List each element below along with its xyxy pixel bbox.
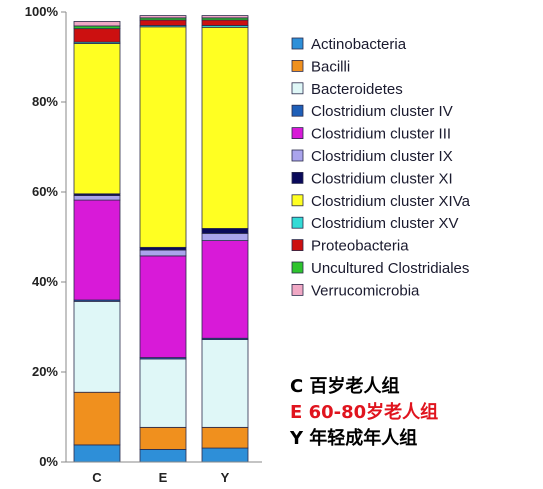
segment-actinobacteria [139,448,187,463]
segment-clostridium-cluster-ix [201,232,249,241]
segment-proteobacteria [73,28,121,43]
legend-item: Uncultured Clostridiales [291,260,469,277]
legend-item: Clostridium cluster IX [291,148,453,165]
legend-label: Proteobacteria [311,238,409,255]
legend-swatch [291,261,304,274]
legend-label: Clostridium cluster IV [311,103,453,120]
segment-clostridium-cluster-xiva [201,26,249,229]
legend-item: Bacilli [291,58,350,75]
segment-bacteroidetes [201,339,249,428]
x-tick-label: Y [221,470,230,485]
legend-item: Proteobacteria [291,238,409,255]
y-tick-label: 80% [32,94,58,109]
y-tick-label: 40% [32,274,58,289]
y-tick-label: 20% [32,364,58,379]
segment-verrucomicrobia [73,21,121,27]
legend: Actinobacteria Bacilli Bacteroidetes Clostr… [291,36,471,299]
segment-clostridium-cluster-xiva [73,43,121,195]
legend-swatch [291,216,304,229]
legend-swatch [291,283,304,296]
segment-proteobacteria [201,19,249,26]
bar-Y [201,15,249,463]
segment-proteobacteria [139,19,187,26]
x-tick-label: E [159,470,168,485]
legend-label: Verrucomicrobia [311,282,420,299]
legend-label: Uncultured Clostridiales [311,260,469,277]
group-note-1: C 百岁老人组 [290,375,399,397]
legend-swatch [291,60,304,72]
legend-item: Clostridium cluster XIVa [291,193,471,210]
segment-verrucomicrobia [201,15,249,19]
segment-actinobacteria [73,444,121,463]
legend-label: Actinobacteria [311,36,407,53]
legend-swatch [291,37,304,50]
group-note-2: E 60-80岁老人组 [290,401,438,423]
segment-bacteroidetes [139,358,187,428]
legend-swatch [291,239,304,252]
segment-verrucomicrobia [139,15,187,19]
segment-bacilli [139,426,187,450]
legend-item: Clostridium cluster III [291,126,451,143]
segment-clostridium-cluster-xi [139,246,187,251]
segment-bacteroidetes [73,300,121,393]
legend-label: Clostridium cluster XIVa [311,193,471,210]
segment-bacilli [73,391,121,446]
legend-label: Clostridium cluster IX [311,148,453,165]
segment-clostridium-cluster-ix [139,249,187,257]
segment-clostridium-cluster-ix [73,195,121,201]
legend-label: Clostridium cluster XI [311,170,453,187]
legend-swatch [291,127,304,139]
segment-clostridium-cluster-xiva [139,26,187,248]
group-notes: C 百岁老人组 E 60-80岁老人组 Y 年轻成年人组 [289,375,438,449]
legend-item: Actinobacteria [291,36,407,53]
legend-item: Clostridium cluster XI [291,170,453,187]
legend-item: Clostridium cluster IV [291,103,453,120]
legend-swatch [291,171,304,184]
segment-actinobacteria [201,447,249,463]
segment-uncultured-clostridiales [73,25,121,30]
segment-clostridium-cluster-iii [139,255,187,358]
legend-swatch [291,82,304,95]
segment-clostridium-cluster-iii [201,240,249,339]
legend-item: Bacteroidetes [291,81,403,98]
legend-swatch [291,104,304,117]
segment-bacilli [201,426,249,449]
bar-C [73,21,121,463]
bars [73,15,249,463]
legend-item: Verrucomicrobia [291,282,420,299]
y-axis: 0% 20% 40% 60% 80% 100% [25,4,67,469]
segment-clostridium-cluster-xi [201,228,249,234]
legend-swatch [291,194,304,207]
bar-E [139,15,187,463]
legend-label: Clostridium cluster III [311,126,451,143]
y-tick-label: 0% [39,454,58,469]
legend-swatch [291,149,304,162]
legend-label: Bacteroidetes [311,81,403,98]
x-tick-label: C [92,470,102,485]
y-tick-label: 60% [32,184,58,199]
legend-item: Clostridium cluster XV [291,215,459,232]
legend-label: Bacilli [311,58,350,75]
legend-label: Clostridium cluster XV [311,215,459,232]
y-tick-label: 100% [25,4,59,19]
group-note-3: Y 年轻成年人组 [289,427,417,449]
segment-clostridium-cluster-iii [73,199,121,301]
